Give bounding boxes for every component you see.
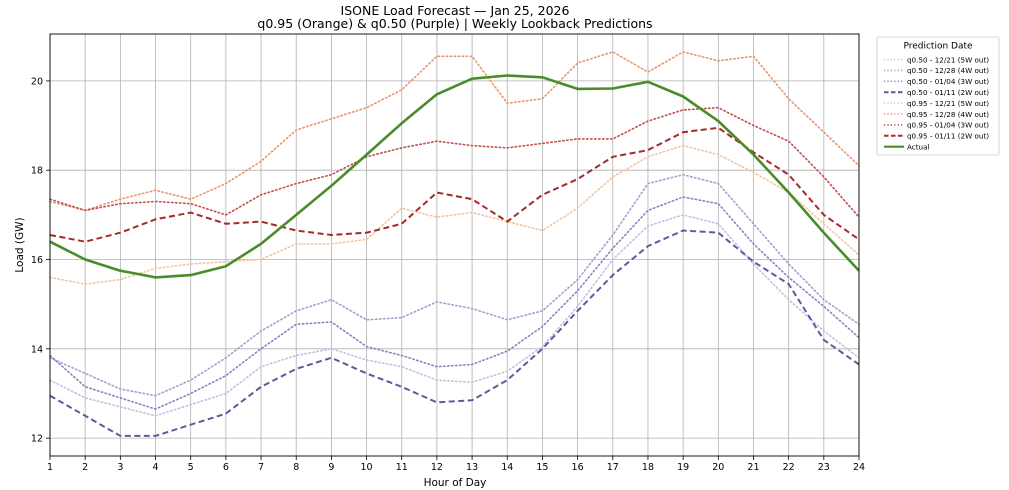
x-tick-label: 15 [536, 462, 548, 473]
series-line-6 [49, 51, 860, 212]
legend-label: q0.95 - 12/21 (5W out) [907, 99, 989, 108]
legend-items: q0.50 - 12/21 (5W out) q0.50 - 12/28 (4W … [884, 55, 989, 152]
x-tick-label: 14 [501, 462, 513, 473]
legend-label: q0.95 - 01/04 (3W out) [907, 121, 989, 130]
y-axis-label: Load (GW) [14, 217, 26, 272]
x-tick-label: 24 [853, 462, 865, 473]
x-tick-label: 10 [361, 462, 373, 473]
y-tick-label: 14 [31, 344, 43, 355]
legend-label: Actual [907, 143, 930, 152]
x-tick-label: 1 [47, 462, 53, 473]
x-tick-label: 19 [677, 462, 689, 473]
series-line-4 [49, 229, 860, 437]
plot-frame [49, 33, 860, 457]
series-line-7 [49, 106, 860, 218]
x-tick-label: 13 [466, 462, 478, 473]
x-tick-label: 12 [431, 462, 443, 473]
legend-label: q0.50 - 01/04 (3W out) [907, 77, 989, 86]
x-tick-label: 3 [117, 462, 123, 473]
chart-title: ISONE Load Forecast — Jan 25, 2026 [341, 3, 570, 18]
legend-label: q0.95 - 12/28 (4W out) [907, 110, 989, 119]
x-tick-label: 7 [258, 462, 264, 473]
x-tick-label: 4 [152, 462, 158, 473]
series-line-5 [49, 144, 860, 285]
legend-title: Prediction Date [903, 42, 973, 52]
series-line-2 [49, 173, 860, 397]
chart-subtitle: q0.95 (Orange) & q0.50 (Purple) | Weekly… [257, 16, 652, 31]
x-tick-label: 5 [188, 462, 194, 473]
legend-box [876, 36, 1000, 156]
x-tick-label: 22 [783, 462, 795, 473]
x-tick-label: 18 [642, 462, 654, 473]
y-tick-label: 12 [31, 434, 43, 445]
legend-label: q0.50 - 01/11 (2W out) [907, 88, 989, 97]
series-line-3 [49, 196, 860, 410]
series-line-8 [49, 126, 860, 243]
legend: Prediction Date q0.50 - 12/21 (5W out)q0… [876, 36, 1000, 156]
legend-label: q0.95 - 01/11 (2W out) [907, 132, 989, 141]
x-tick-label: 8 [293, 462, 299, 473]
x-tick-label: 20 [712, 462, 724, 473]
legend-label: q0.50 - 12/28 (4W out) [907, 66, 989, 75]
y-tick-label: 20 [31, 76, 43, 87]
series-layer [49, 51, 860, 437]
y-tick-label: 18 [31, 166, 43, 177]
x-tick-label: 23 [818, 462, 830, 473]
x-tick-label: 9 [328, 462, 334, 473]
x-tick-label: 2 [82, 462, 88, 473]
y-tick-label: 16 [31, 255, 43, 266]
series-line-1 [49, 214, 860, 417]
series-line-9 [49, 74, 860, 279]
x-axis-label: Hour of Day [424, 477, 487, 489]
legend-label: q0.50 - 12/21 (5W out) [907, 55, 989, 64]
x-tick-label: 11 [396, 462, 408, 473]
x-tick-label: 6 [223, 462, 229, 473]
y-axis-ticks: 12 14 16 18 20 [31, 76, 50, 445]
x-tick-label: 16 [572, 462, 584, 473]
x-tick-label: 21 [747, 462, 759, 473]
x-axis-ticks: 1 2 3 4 5 6 7 8 9 10 11 12 13 14 15 16 17 18 19 20 21 22 23 24 [47, 456, 865, 473]
x-tick-label: 17 [607, 462, 619, 473]
grid [49, 34, 860, 456]
